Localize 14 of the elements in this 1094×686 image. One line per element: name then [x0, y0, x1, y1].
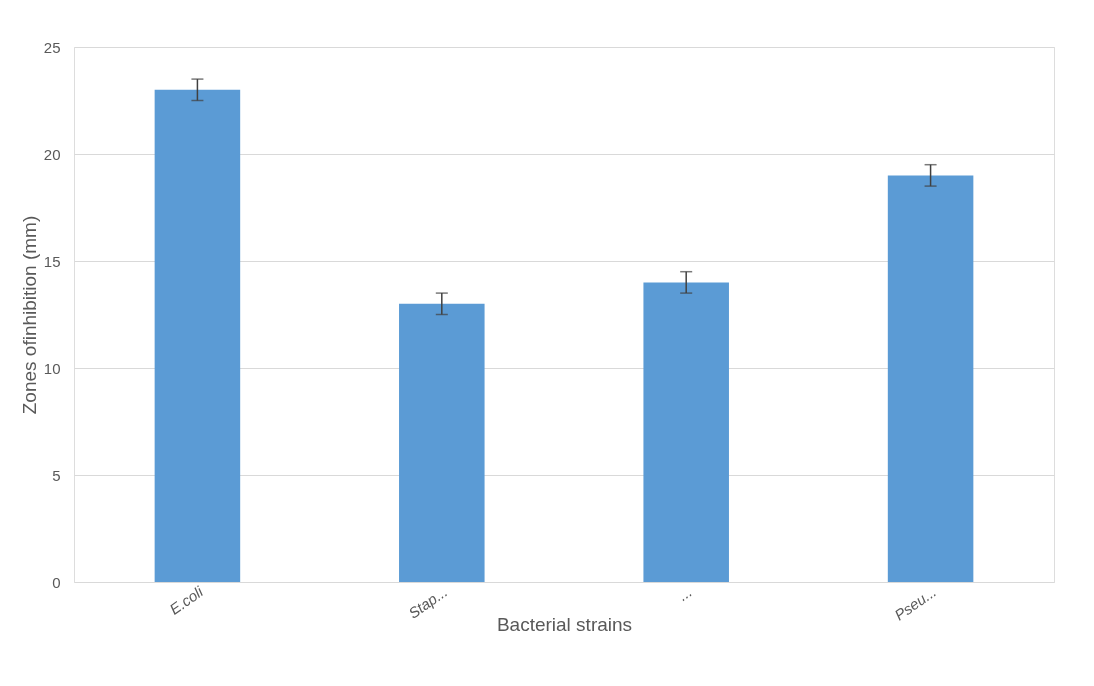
x-tick-label: ... — [674, 582, 695, 604]
y-axis-title: Zones ofinhibition (mm) — [18, 215, 40, 415]
bar — [887, 175, 974, 582]
y-tick-label: 0 — [52, 573, 61, 591]
y-tick-label: 25 — [43, 38, 61, 56]
y-tick-label: 10 — [43, 359, 61, 377]
y-tick-label: 5 — [52, 466, 61, 484]
bar — [399, 303, 485, 582]
bar — [643, 282, 729, 582]
y-tick-label: 15 — [43, 252, 61, 270]
bar — [154, 89, 241, 582]
x-axis-title: Bacterial strains — [496, 613, 633, 635]
y-tick-label: 20 — [43, 145, 61, 163]
x-tick-label: Stap... — [405, 582, 451, 622]
